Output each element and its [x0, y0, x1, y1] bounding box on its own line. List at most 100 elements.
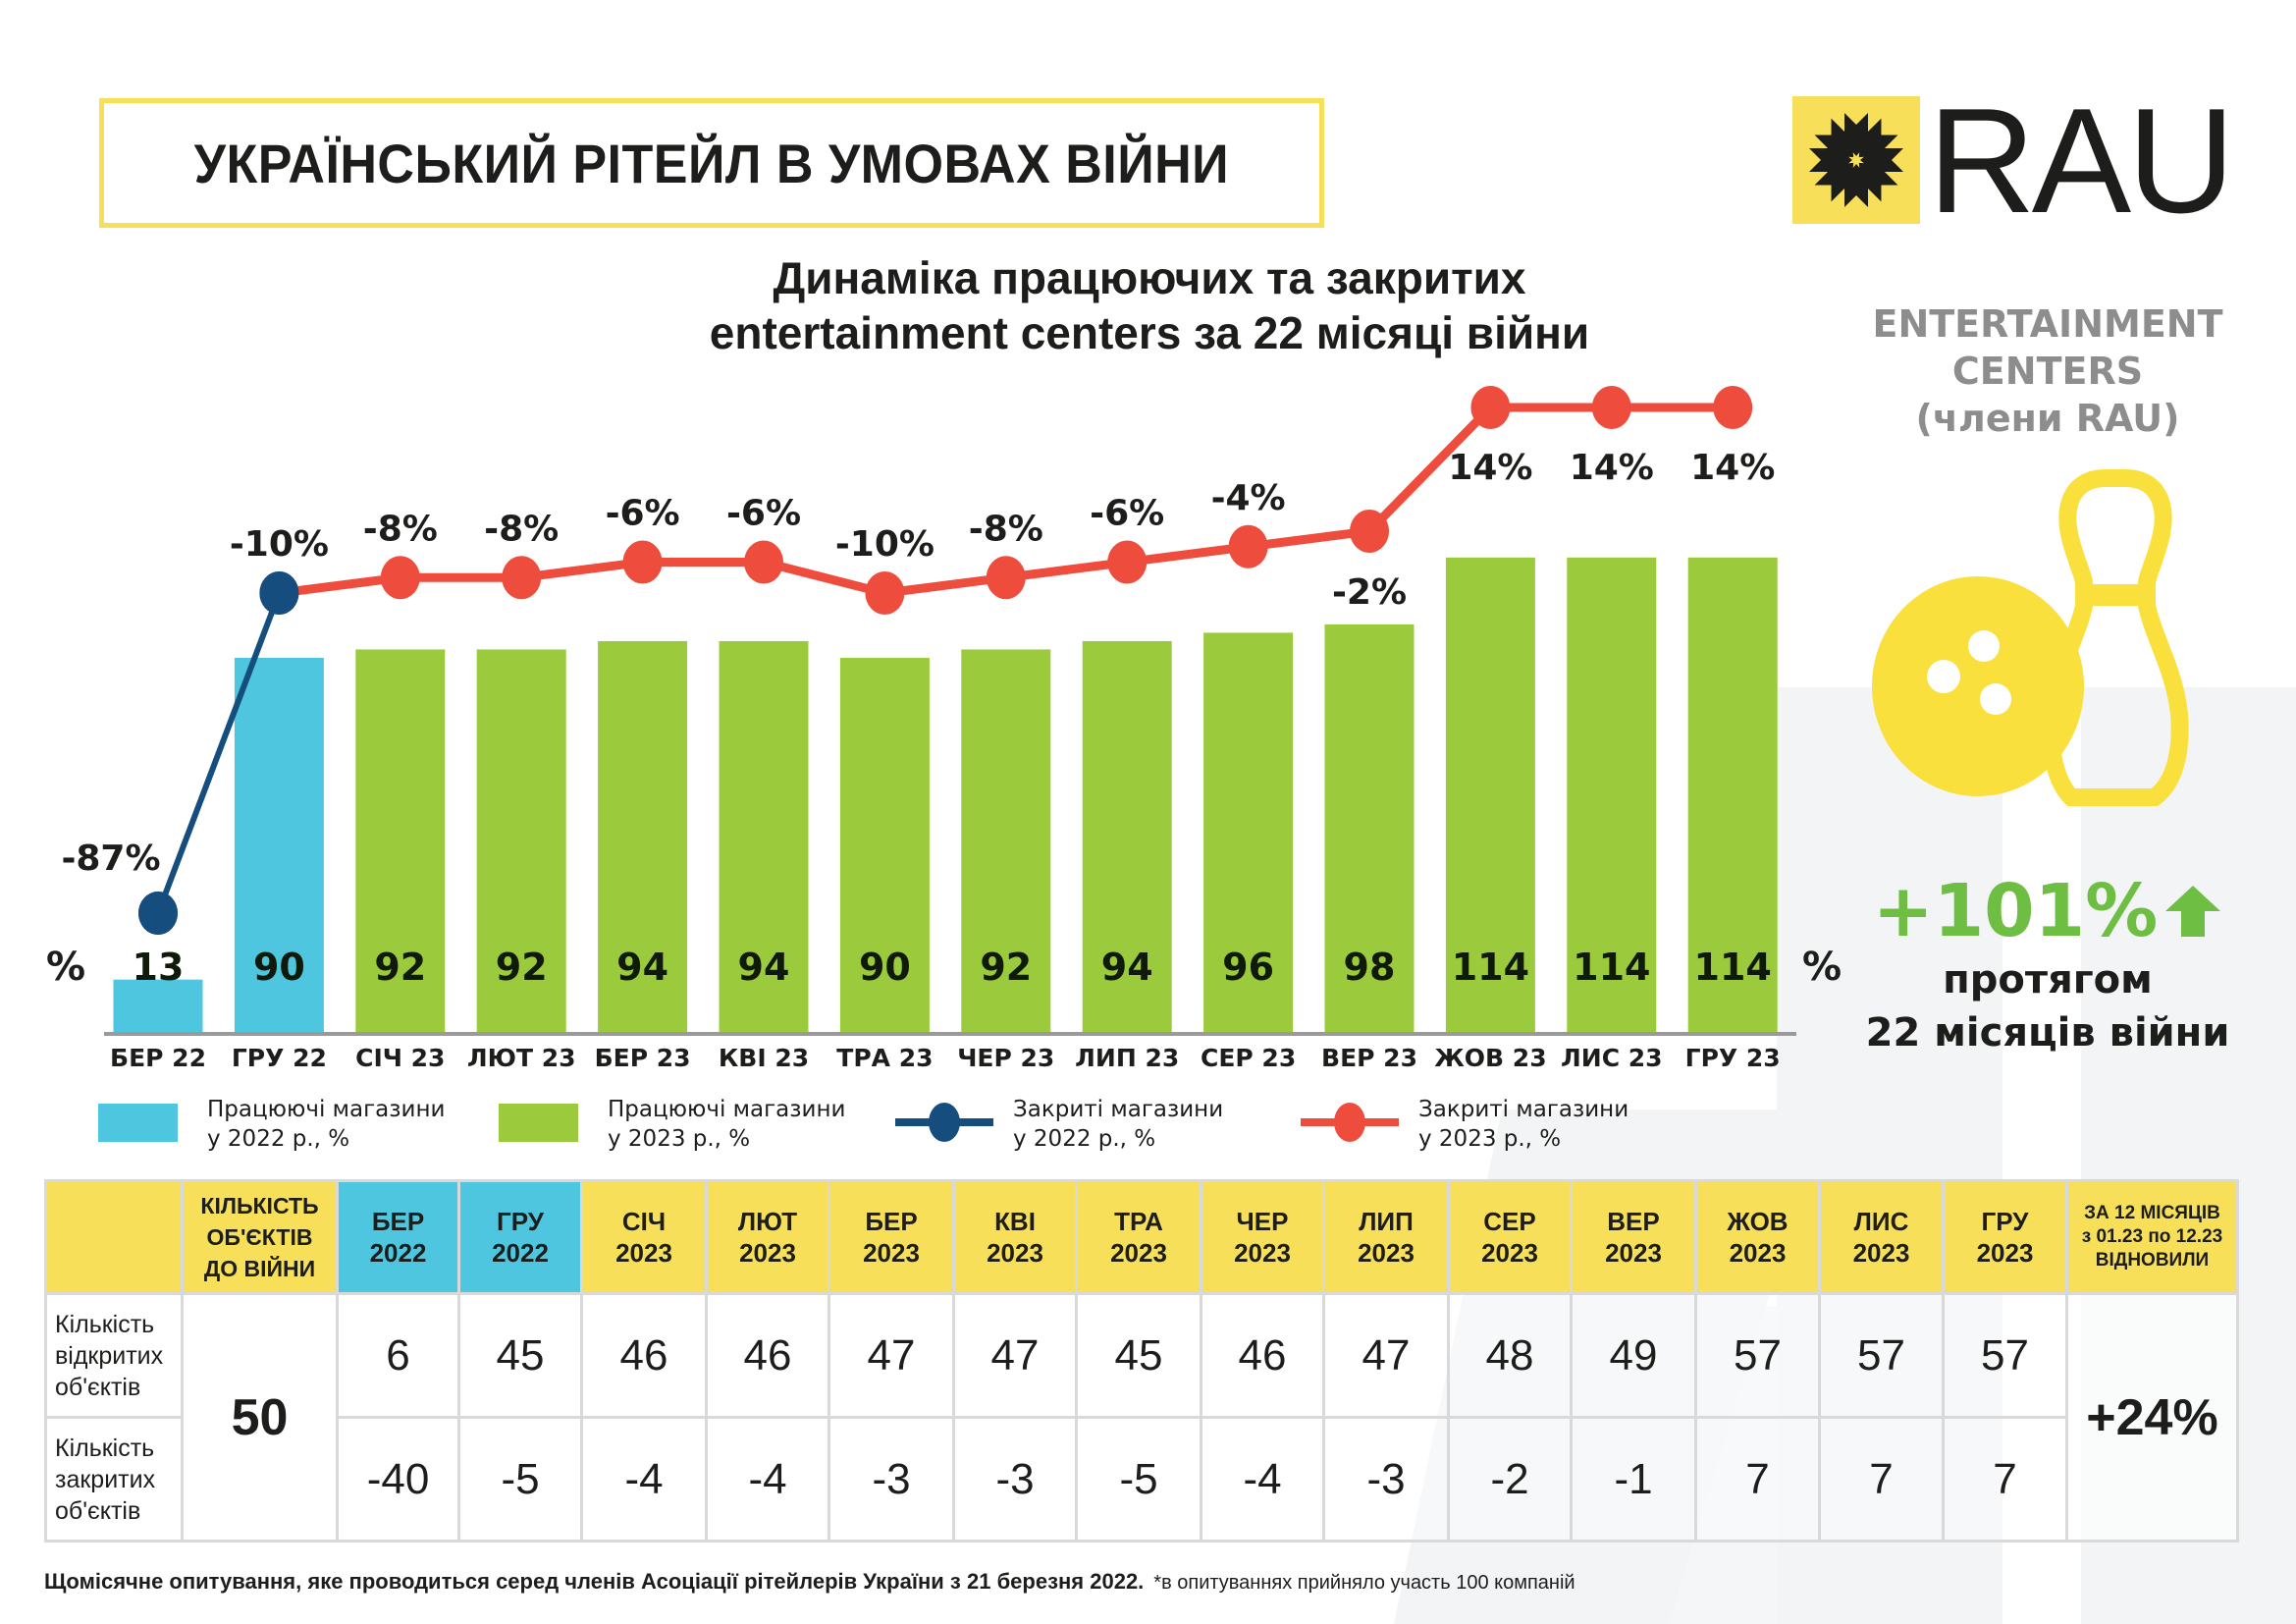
x-tick-label: ЛИС 23 — [1561, 1044, 1663, 1072]
table-header-text: 2023 — [1976, 1238, 2034, 1268]
category-heading-line: ENTERTAINMENT — [1872, 302, 2223, 346]
table-header-cell: ЖОВ 2023 — [1694, 1179, 1821, 1295]
table-header-cell: КВІ 2023 — [952, 1179, 1078, 1295]
closed-count-cell: 7 — [1818, 1416, 1945, 1543]
closed-count-cell: -4 — [705, 1416, 830, 1543]
bar — [1082, 640, 1172, 1034]
x-tick-label: ТРА 23 — [836, 1044, 933, 1072]
growth-caption: 22 місяців війни — [1865, 1010, 2230, 1056]
table-header-text: ЛИП — [1359, 1207, 1414, 1236]
row-label-line: об'єктів — [55, 1496, 141, 1525]
table-header-text: БЕР — [865, 1207, 918, 1236]
table-header-text: ДО ВІЙНИ — [203, 1256, 316, 1281]
series-line — [155, 591, 283, 915]
row-label-line: об'єктів — [55, 1373, 141, 1401]
line-value-label: -8% — [363, 509, 438, 549]
table-header-text: 2023 — [1110, 1238, 1167, 1268]
table-header-text: 2023 — [1358, 1238, 1415, 1268]
table-header-text: ЧЕР — [1236, 1207, 1289, 1236]
open-count-cell: 46 — [705, 1292, 830, 1419]
growth-summary: +101% протягом 22 місяців війни — [1842, 869, 2254, 1059]
table-header-text: 2023 — [987, 1238, 1043, 1268]
table-header-text: КВІ — [994, 1207, 1036, 1236]
line-value-label: -10% — [230, 524, 329, 565]
line-point — [1350, 510, 1389, 553]
bar — [113, 979, 203, 1034]
row-label-line: Кількість — [55, 1310, 155, 1338]
bar — [1687, 557, 1778, 1034]
table-header-text: ВІДНОВИЛИ — [2095, 1250, 2210, 1271]
line-value-label: -8% — [484, 509, 559, 549]
bar-value-label: 94 — [1101, 946, 1153, 989]
legend-label: у 2022 р., % — [207, 1126, 350, 1152]
table-header-text: ЗА 12 МІСЯЦІВ — [2084, 1203, 2220, 1223]
x-tick-label: ЖОВ 23 — [1434, 1044, 1546, 1072]
table-header-text: КІЛЬКІСТЬ — [200, 1193, 319, 1218]
table-header-cell: ЗА 12 МІСЯЦІВ з 01.23 по 12.23 ВІДНОВИЛИ — [2065, 1179, 2239, 1295]
chart-title: Динаміка працюючих та закритих entertain… — [550, 250, 1749, 360]
legend-label: у 2022 р., % — [1013, 1126, 1156, 1152]
closed-count-cell: -5 — [1075, 1416, 1202, 1543]
open-count-cell: 47 — [1322, 1292, 1450, 1419]
bar — [1567, 557, 1657, 1034]
line-value-label: -6% — [726, 494, 801, 534]
table-header-text: 2023 — [615, 1238, 672, 1268]
closed-count-cell: -3 — [1322, 1416, 1450, 1543]
line-value-label: -4% — [1211, 478, 1286, 518]
table-header-cell: БЕР 2023 — [828, 1179, 955, 1295]
line-point — [502, 556, 542, 600]
bar-value-label: 114 — [1694, 946, 1772, 989]
arrow-up-icon — [2165, 886, 2221, 937]
category-heading: ENTERTAINMENT CENTERS (члени RAU) — [1842, 300, 2254, 442]
closed-count-cell: -5 — [457, 1416, 583, 1543]
line-value-label: -8% — [969, 509, 1043, 549]
bar — [961, 649, 1051, 1034]
legend-swatch-blue — [98, 1104, 178, 1142]
open-count-cell: 47 — [952, 1292, 1078, 1419]
table-header-cell: СІЧ 2023 — [580, 1179, 708, 1295]
line-point — [1591, 386, 1631, 429]
legend-line-marker-2022 — [895, 1103, 993, 1142]
table-header-cell: СЕР 2023 — [1447, 1179, 1573, 1295]
bar-value-label: 92 — [374, 946, 426, 989]
legend-line-marker-2023 — [1301, 1103, 1399, 1142]
table-header-cell: ГРУ 2022 — [457, 1179, 583, 1295]
line-value-label: -87% — [61, 839, 160, 879]
open-count-cell: 48 — [1447, 1292, 1573, 1419]
bar — [1445, 557, 1535, 1034]
x-tick-label: ЛИП 23 — [1075, 1044, 1179, 1072]
axis-unit-right: % — [1802, 945, 1842, 990]
closed-count-cell: -4 — [580, 1416, 708, 1543]
line-point — [986, 556, 1026, 600]
table-header-text: ОБ'ЄКТІВ — [206, 1224, 313, 1250]
x-tick-label: ЧЕР 23 — [957, 1044, 1054, 1072]
chart: 13 БЕР 22 90 ГРУ 22 92 СІЧ 23 92 ЛЮТ 23 94 БЕР 23… — [46, 386, 1842, 1072]
table-header-text: СЕР — [1483, 1207, 1536, 1236]
table-header-text: ТРА — [1114, 1207, 1163, 1236]
open-count-cell: 47 — [828, 1292, 955, 1419]
legend-label: Закриті магазини — [1013, 1097, 1224, 1122]
bar-value-label: 94 — [616, 946, 668, 989]
bar-value-label: 114 — [1573, 946, 1650, 989]
open-count-cell: 57 — [1818, 1292, 1945, 1419]
growth-caption: протягом — [1943, 957, 2153, 1002]
table-header-text: 2023 — [863, 1238, 920, 1268]
table-header-text: 2023 — [1234, 1238, 1291, 1268]
category-heading-line: (члени RAU) — [1915, 397, 2180, 440]
closed-count-cell: 7 — [1942, 1416, 2068, 1543]
rau-logo: RAU — [1792, 82, 2235, 240]
line-value-label: -6% — [606, 494, 680, 534]
line-point — [380, 556, 420, 600]
open-count-cell: 45 — [457, 1292, 583, 1419]
x-tick-label: ГРУ 22 — [232, 1044, 327, 1072]
legend-item: Закриті магазини у 2023 р., % — [1301, 1095, 1629, 1154]
bar-value-label: 90 — [859, 946, 911, 989]
closed-count-cell: -4 — [1200, 1416, 1325, 1543]
bar — [355, 649, 446, 1034]
closed-count-cell: -40 — [336, 1416, 460, 1543]
line-point — [1228, 524, 1268, 568]
footnote: Щомісячне опитування, яке проводиться се… — [44, 1569, 2204, 1595]
open-count-cell: 6 — [336, 1292, 460, 1419]
table-header-cell: ЧЕР 2023 — [1200, 1179, 1325, 1295]
closed-count-cell: 7 — [1694, 1416, 1821, 1543]
